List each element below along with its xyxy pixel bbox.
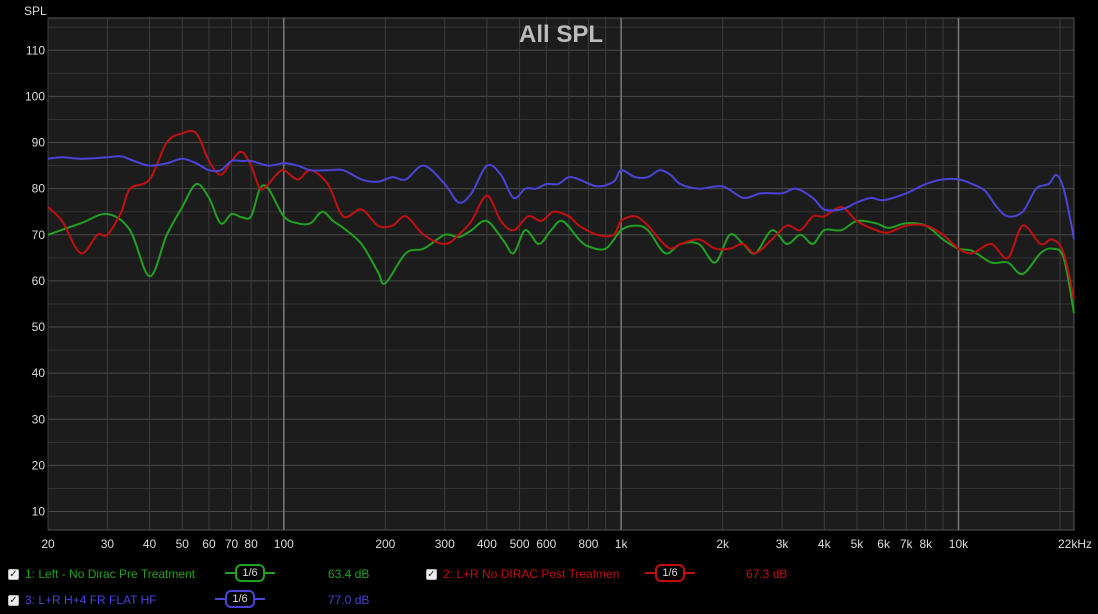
x-tick-label: 1k	[615, 537, 629, 551]
x-tick-label: 200	[375, 537, 395, 551]
series-1-line	[47, 182, 1075, 314]
series-3-name: 3: L+R H+4 FR FLAT HF	[25, 593, 157, 607]
x-tick-label: 10k	[949, 537, 969, 551]
series-1-level: 63.4 dB	[328, 567, 370, 581]
y-tick-label: 80	[32, 182, 46, 196]
x-tick-label: 4k	[818, 537, 832, 551]
legend-item-1[interactable]: ✓ 1: Left - No Dirac Pre Treatment	[8, 563, 195, 585]
series-3-smoothing-label: 1/6	[225, 590, 255, 608]
x-tick-label: 300	[435, 537, 455, 551]
x-tick-label: 7k	[900, 537, 914, 551]
y-tick-label: 90	[32, 136, 46, 150]
series-3-line	[47, 155, 1075, 240]
series-1-name: 1: Left - No Dirac Pre Treatment	[25, 567, 196, 581]
series-3-level: 77.0 dB	[328, 593, 370, 607]
x-tick-label: 30	[101, 537, 115, 551]
x-tick-label: 6k	[877, 537, 891, 551]
x-tick-label: 50	[176, 537, 190, 551]
series-1-checkbox[interactable]: ✓	[8, 568, 19, 580]
y-axis-label: SPL	[24, 4, 47, 18]
x-tick-label: 70	[225, 537, 239, 551]
series-2-smoothing[interactable]: 1/6	[645, 564, 695, 582]
y-tick-label: 110	[26, 43, 45, 57]
series-2-smoothing-label: 1/6	[655, 564, 685, 582]
series-2-line	[47, 129, 1075, 300]
y-tick-label: 60	[32, 274, 46, 288]
plot-area	[47, 17, 1075, 531]
y-tick-label: 50	[32, 320, 46, 334]
x-tick-label: 100	[274, 537, 294, 551]
x-tick-label: 800	[578, 537, 598, 551]
x-tick-label: 400	[477, 537, 497, 551]
x-tick-label: 8k	[919, 537, 933, 551]
x-tick-label: 3k	[776, 537, 790, 551]
y-tick-label: 20	[32, 458, 46, 472]
y-tick-label: 10	[32, 505, 46, 519]
y-tick-label: 40	[32, 366, 46, 380]
series-2-level: 67.3 dB	[746, 567, 788, 581]
series-3-smoothing[interactable]: 1/6	[215, 590, 265, 608]
series-2-checkbox[interactable]: ✓	[426, 568, 437, 580]
x-tick-label: 80	[244, 537, 258, 551]
x-tick-label: 22kHz	[1058, 537, 1092, 551]
series-1-smoothing-label: 1/6	[235, 564, 265, 582]
y-tick-label: 70	[32, 228, 46, 242]
x-tick-label: 500	[510, 537, 530, 551]
series-3-checkbox[interactable]: ✓	[8, 594, 19, 606]
tick-labels: 10 20 30 40 50 60 70 80 90 100 110 20 30 40 50 60 70 80 10…	[25, 43, 1092, 551]
series-2-name: 2: L+R No DIRAC Post Treatmen	[443, 567, 620, 581]
x-tick-label: 600	[536, 537, 556, 551]
y-tick-label: 30	[32, 412, 46, 426]
curves	[47, 129, 1075, 314]
legend-item-2[interactable]: ✓ 2: L+R No DIRAC Post Treatmen	[426, 563, 619, 585]
legend-item-3[interactable]: ✓ 3: L+R H+4 FR FLAT HF	[8, 589, 157, 611]
spl-chart: 10 20 30 40 50 60 70 80 90 100 110 20 30 40 50 60 70 80 10…	[24, 4, 1092, 551]
x-tick-label: 60	[202, 537, 216, 551]
series-1-smoothing[interactable]: 1/6	[225, 564, 275, 582]
y-tick-label: 100	[25, 89, 45, 103]
x-tick-label: 20	[41, 537, 55, 551]
x-tick-label: 5k	[851, 537, 865, 551]
x-tick-label: 40	[143, 537, 157, 551]
x-tick-label: 2k	[716, 537, 730, 551]
chart-title: All SPL	[519, 21, 603, 48]
